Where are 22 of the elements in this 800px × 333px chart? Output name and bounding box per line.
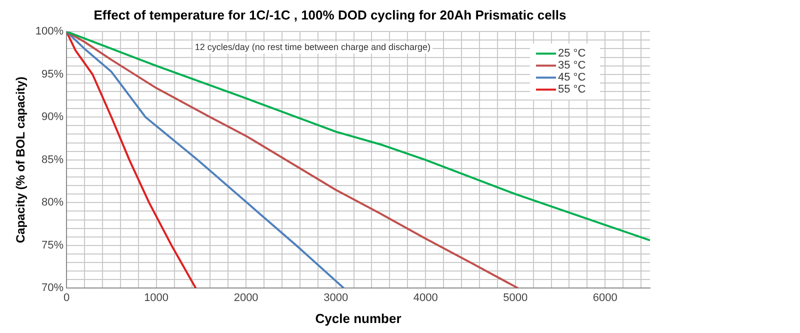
y-tick-label: 70% — [42, 282, 64, 294]
x-axis-title: Cycle number — [315, 310, 402, 326]
y-axis-title: Capacity (% of BOL capacity) — [14, 76, 28, 244]
chart-title: Effect of temperature for 1C/-1C , 100% DOD cycling for 20Ah Prismatic cells — [94, 7, 566, 22]
x-tick-label: 1000 — [144, 292, 169, 304]
y-tick-label: 75% — [42, 239, 64, 252]
y-tick-label: 90% — [42, 111, 64, 124]
y-tick-label: 100% — [35, 26, 64, 38]
x-tick-label: 0 — [63, 292, 70, 304]
legend-label: 35 °C — [558, 60, 586, 72]
x-tick-label: 2000 — [234, 292, 258, 304]
y-tick-label: 95% — [42, 68, 64, 80]
legend-label: 45 °C — [558, 72, 586, 84]
legend-label: 25 °C — [558, 48, 586, 60]
x-tick-label: 5000 — [503, 292, 528, 304]
x-tick-label: 6000 — [592, 292, 618, 304]
y-tick-label: 80% — [42, 196, 64, 209]
annotation: 12 cycles/day (no rest time between charge and discharge) — [194, 42, 431, 52]
y-tick-label: 85% — [42, 154, 64, 166]
legend-label: 55 °C — [558, 84, 586, 96]
x-tick-label: 3000 — [324, 292, 348, 304]
x-tick-label: 4000 — [413, 292, 438, 304]
